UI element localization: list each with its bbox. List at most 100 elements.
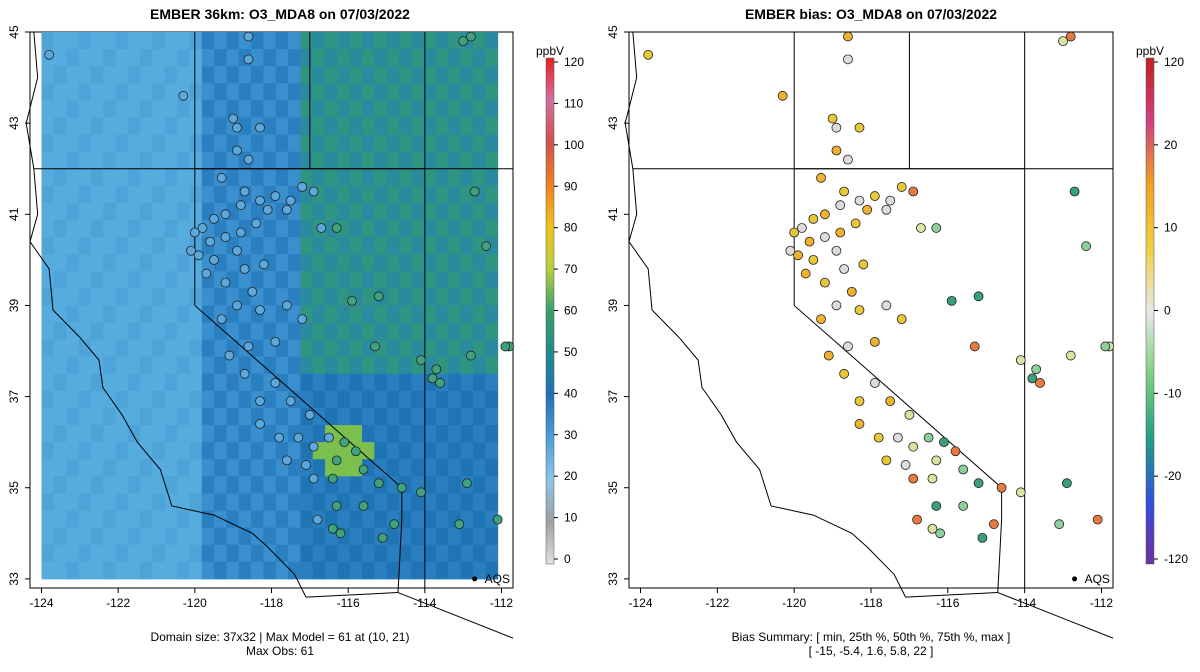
model-grid-cell: [127, 134, 141, 153]
model-grid-cell: [226, 390, 240, 409]
right-state-border: [997, 592, 1114, 639]
model-grid-cell: [164, 544, 178, 563]
left-map-title: EMBER 36km: O3_MDA8 on 07/03/2022: [150, 6, 410, 22]
model-grid-cell: [349, 185, 363, 204]
model-grid-cell: [90, 151, 104, 170]
station-marker: [239, 264, 250, 274]
y-tick-label: 41: [606, 207, 620, 221]
model-grid-cell: [103, 459, 116, 477]
model-grid-cell: [140, 527, 153, 546]
model-grid-cell: [374, 305, 388, 324]
model-grid-cell: [140, 288, 153, 306]
model-grid-cell: [349, 527, 363, 546]
model-grid-cell: [251, 373, 264, 392]
model-grid-cell: [399, 339, 412, 358]
model-grid-cell: [349, 373, 363, 392]
model-grid-cell: [238, 305, 252, 324]
model-grid-cell: [411, 527, 425, 546]
model-grid-cell: [140, 202, 153, 221]
model-grid-cell: [460, 202, 474, 221]
model-grid-cell: [300, 271, 314, 289]
model-grid-cell: [275, 134, 289, 153]
station-marker: [232, 300, 242, 311]
station-marker: [816, 172, 826, 183]
station-marker: [331, 501, 342, 511]
y-tick-label: 43: [606, 116, 620, 130]
station-marker: [816, 314, 826, 325]
model-grid-cell: [325, 134, 338, 153]
model-grid-cell: [41, 510, 55, 529]
model-grid-cell: [300, 561, 314, 580]
model-grid-cell: [238, 271, 252, 289]
x-tick-label: -118: [260, 596, 283, 610]
model-grid-cell: [288, 202, 301, 221]
model-grid-cell: [288, 459, 301, 477]
model-grid-cell: [226, 476, 240, 494]
station-marker: [839, 368, 850, 379]
model-grid-cell: [423, 49, 437, 67]
model-grid-cell: [374, 49, 388, 67]
model-grid-cell: [66, 373, 79, 392]
model-grid-cell: [460, 390, 474, 409]
model-grid-cell: [423, 271, 437, 289]
station-marker: [469, 186, 480, 197]
model-grid-cell: [164, 254, 178, 272]
right-footer-line1: Bias Summary: [ min, 25th %, 50th %, 75t…: [731, 630, 1011, 644]
model-grid-cell: [312, 254, 326, 272]
model-grid-cell: [362, 510, 375, 529]
model-grid-cell: [164, 459, 178, 477]
model-grid-cell: [448, 322, 462, 341]
model-grid-cell: [485, 32, 499, 50]
model-grid-cell: [485, 271, 499, 289]
model-grid-cell: [411, 219, 425, 238]
model-grid-cell: [189, 185, 203, 204]
y-tick-label: 35: [7, 481, 21, 495]
model-grid-cell: [473, 100, 486, 118]
model-grid-cell: [263, 271, 277, 289]
model-grid-cell: [226, 527, 240, 546]
model-grid-cell: [140, 32, 153, 50]
model-grid-cell: [374, 134, 388, 153]
model-grid-cell: [423, 219, 437, 238]
station-marker: [1058, 36, 1068, 47]
station-marker: [247, 286, 258, 297]
model-grid-cell: [164, 442, 178, 460]
model-grid-cell: [78, 493, 92, 512]
model-grid-cell: [411, 151, 425, 170]
model-grid-cell: [300, 322, 314, 341]
model-grid-cell: [140, 459, 153, 477]
station-marker: [827, 113, 838, 124]
model-grid-cell: [103, 202, 116, 221]
model-grid-cell: [399, 185, 412, 204]
station-marker: [243, 31, 254, 42]
model-grid-cell: [66, 219, 79, 238]
model-grid-cell: [115, 117, 129, 136]
station-marker: [255, 195, 265, 206]
station-marker: [416, 487, 426, 498]
model-grid-cell: [349, 407, 363, 426]
station-marker: [950, 446, 961, 457]
station-marker: [885, 396, 896, 407]
model-grid-cell: [460, 527, 474, 546]
station-marker: [327, 523, 338, 534]
model-grid-cell: [386, 202, 400, 221]
station-marker: [255, 305, 265, 315]
model-grid-cell: [411, 442, 425, 460]
model-grid-cell: [349, 561, 363, 580]
model-grid-cell: [90, 66, 104, 84]
model-grid-cell: [362, 288, 375, 306]
model-grid-cell: [473, 305, 486, 324]
model-grid-cell: [41, 339, 55, 358]
model-grid-cell: [140, 476, 153, 494]
model-grid-cell: [152, 288, 166, 306]
model-grid-cell: [473, 390, 486, 409]
model-grid-cell: [436, 527, 449, 546]
model-grid-cell: [53, 339, 67, 358]
model-grid-cell: [436, 459, 449, 477]
model-grid-cell: [288, 49, 301, 67]
station-marker: [270, 191, 281, 201]
model-grid-cell: [349, 66, 363, 84]
model-grid-cell: [362, 305, 375, 324]
model-grid-cell: [201, 83, 215, 101]
model-grid-cell: [251, 561, 264, 580]
